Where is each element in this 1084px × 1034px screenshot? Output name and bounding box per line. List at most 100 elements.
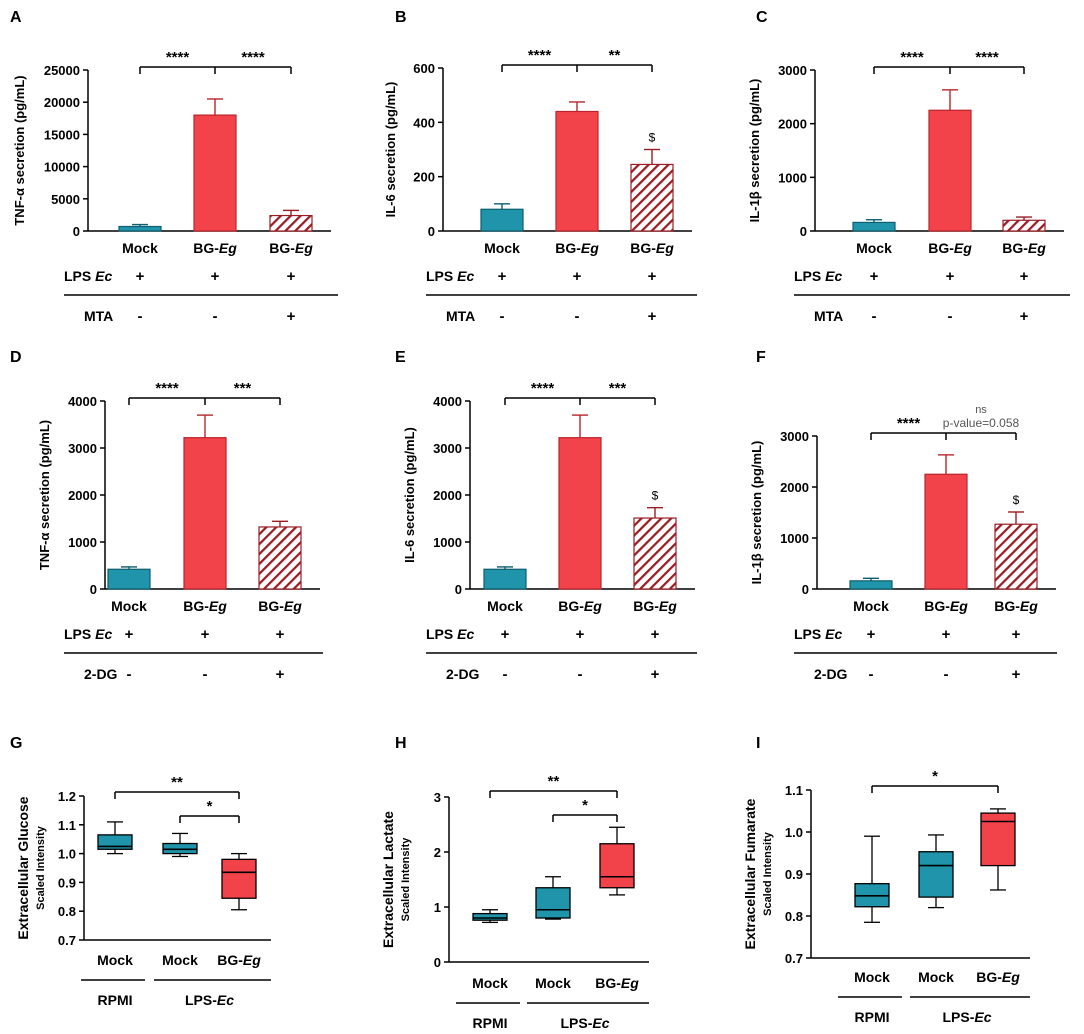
category-label-part: BG-	[976, 969, 1002, 985]
bar	[994, 523, 1038, 590]
y-tick-label: 0	[428, 224, 435, 239]
treatment-sign: -	[575, 308, 580, 325]
y-tick-label: 10000	[44, 160, 80, 175]
treatment-sign: +	[287, 308, 296, 325]
panel-letter-b: B	[395, 9, 407, 26]
treatment-sign: -	[869, 666, 874, 683]
lps-row-label: LPS Ec	[794, 626, 842, 642]
category-label-part: BG-	[558, 598, 584, 614]
category-label-italic: Eg	[1028, 240, 1046, 256]
category-label-part: BG-	[269, 240, 295, 256]
category-label: Mock	[487, 598, 523, 614]
y-tick-label: 1.0	[58, 847, 76, 862]
significance-label: ****	[166, 49, 190, 66]
category-label-part: BG-	[258, 598, 284, 614]
significance-label: ****	[155, 380, 179, 397]
y-tick-label: 0	[800, 224, 807, 239]
y-tick-label: 2000	[68, 488, 97, 503]
lps-text: LPS	[64, 626, 95, 642]
treatment-row-label: MTA	[446, 308, 475, 324]
lps-sign: +	[651, 626, 660, 643]
treatment-sign: +	[651, 666, 660, 683]
bar	[480, 208, 524, 232]
category-label-italic: Eg	[621, 975, 639, 991]
significance-label: ****	[528, 47, 552, 64]
significance-label: ****	[241, 49, 265, 66]
category-label-italic: Eg	[209, 598, 227, 614]
panel-letter-c: C	[756, 9, 768, 26]
treatment-sign: -	[948, 308, 953, 325]
significance-label: **	[171, 774, 183, 791]
y-axis-label: IL-6 secretion (pg/mL)	[402, 427, 417, 563]
lps-sign: +	[201, 626, 210, 643]
panel-letter-d: D	[10, 349, 22, 366]
y-axis-label: Extracellular Fumarate	[742, 798, 758, 949]
y-tick-label: 0.7	[785, 951, 803, 966]
category-label: BG-Eg	[558, 598, 602, 614]
bar	[483, 568, 527, 590]
category-label-part: BG-	[595, 975, 621, 991]
bar	[928, 109, 972, 232]
bar	[630, 163, 674, 232]
y-tick-label: 25000	[44, 63, 80, 78]
box	[221, 858, 257, 899]
y-axis-sublabel: Scaled Intensity	[400, 837, 412, 922]
category-label-part: BG-	[217, 952, 243, 968]
treatment-sign: -	[578, 666, 583, 683]
lps-text: LPS	[426, 626, 457, 642]
significance-label: ****	[897, 415, 921, 432]
chart-i: 0.7 0.8 0.9 1.0 1.1 Extracellular Fumarate Sca…	[742, 768, 1030, 1025]
bar	[555, 110, 599, 232]
significance-label: ****	[900, 49, 924, 66]
chart-h: 0 1 2 3 Extracellular Lactate Scaled Intensit…	[380, 773, 649, 1031]
treatment-sign: -	[213, 308, 218, 325]
bar	[1002, 219, 1046, 232]
y-tick-label: 0.9	[785, 867, 803, 882]
category-label: Mock	[472, 975, 508, 991]
lps-text: LPS	[794, 268, 825, 284]
y-tick-label: 0	[802, 582, 809, 597]
lps-italic: Ec	[457, 268, 474, 284]
y-tick-label: 0.7	[58, 933, 76, 948]
treatment-sign: -	[872, 308, 877, 325]
category-label: Mock	[97, 952, 133, 968]
lps-italic: Ec	[825, 268, 842, 284]
category-label: BG-Eg	[976, 969, 1020, 985]
category-label: BG-Eg	[193, 240, 237, 256]
category-label: BG-Eg	[994, 598, 1038, 614]
significance-label: ***	[234, 380, 252, 397]
category-label: BG-Eg	[217, 952, 261, 968]
bar	[258, 526, 302, 590]
group-label-lps-italic: Ec	[592, 1015, 609, 1031]
lps-row-label: LPS Ec	[426, 626, 474, 642]
lps-italic: Ec	[95, 268, 112, 284]
lps-italic: Ec	[95, 626, 112, 642]
group-label-rpmi: RPMI	[98, 992, 133, 1008]
lps-text: LPS	[794, 626, 825, 642]
category-label: BG-Eg	[1002, 240, 1046, 256]
y-axis-label: Extracellular Glucose	[15, 796, 31, 939]
category-label-italic: Eg	[659, 598, 677, 614]
bar	[852, 221, 896, 232]
significance-label: *	[207, 798, 213, 815]
y-tick-label: 4000	[433, 394, 462, 409]
dollar-marker: $	[649, 131, 656, 145]
lps-row-label: LPS Ec	[426, 268, 474, 284]
category-label: BG-Eg	[924, 598, 968, 614]
y-tick-label: 1	[434, 900, 441, 915]
bar	[107, 568, 151, 590]
lps-sign: +	[501, 626, 510, 643]
lps-row-label: LPS Ec	[64, 268, 112, 284]
y-tick-label: 1.1	[785, 783, 803, 798]
lps-sign: +	[125, 626, 134, 643]
box	[599, 843, 635, 889]
y-tick-label: 0	[90, 582, 97, 597]
lps-sign: +	[870, 268, 879, 285]
chart-c: 0 1000 2000 3000 IL-1β secretion (pg/mL) Mock…	[747, 49, 1070, 325]
group-label-lps: LPS-Ec	[560, 1015, 609, 1031]
y-tick-label: 1.2	[58, 789, 76, 804]
y-tick-label: 3000	[778, 63, 807, 78]
category-label: BG-Eg	[630, 240, 674, 256]
y-tick-label: 1.1	[58, 818, 76, 833]
